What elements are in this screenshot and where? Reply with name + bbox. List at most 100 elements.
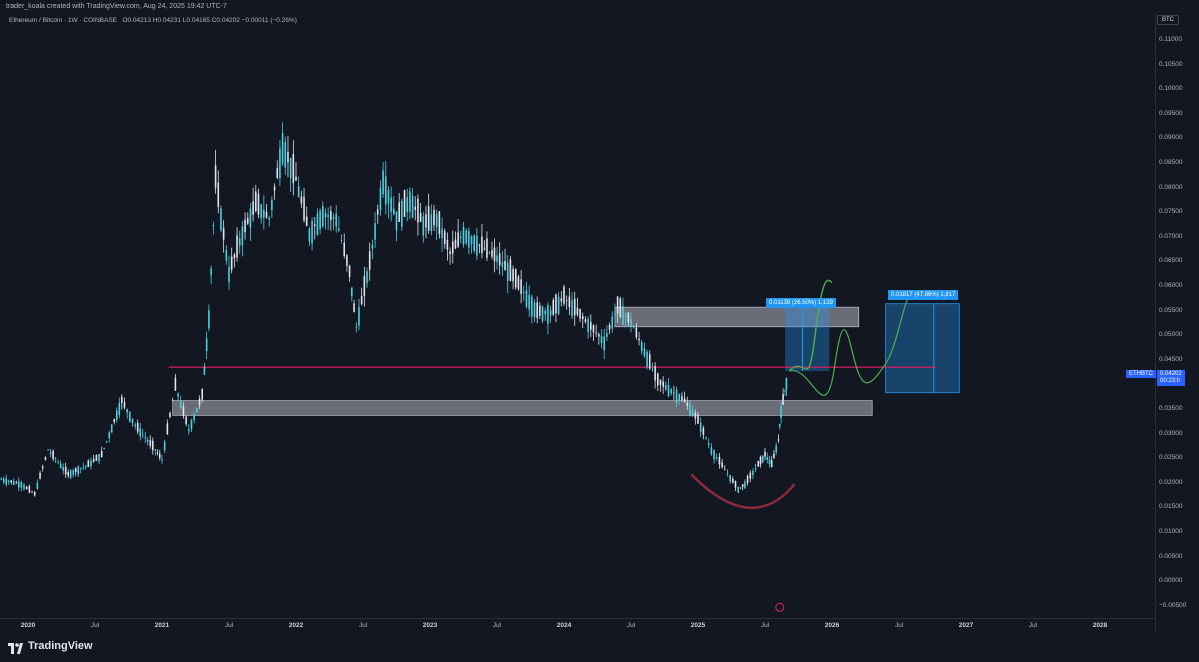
candle-body	[686, 402, 689, 406]
price-axis[interactable]	[1156, 13, 1199, 631]
candle-body	[64, 466, 67, 475]
candle-body	[363, 276, 366, 296]
candle-body	[506, 262, 509, 282]
candle-body	[557, 296, 560, 314]
candle-body	[105, 441, 108, 442]
price-tick: 0.09000	[1159, 134, 1183, 142]
candle-body	[662, 381, 664, 387]
price-tick: 0.08000	[1159, 183, 1183, 191]
candle-body	[697, 414, 699, 424]
candle-body	[69, 470, 72, 478]
time-tick-month: Jul	[626, 622, 636, 629]
candle-body	[754, 468, 757, 470]
candle-body	[193, 414, 195, 421]
candle-body	[501, 262, 504, 267]
candle-body	[72, 470, 75, 475]
candle-body	[108, 432, 111, 438]
candle-body	[217, 182, 220, 208]
candle-body	[201, 389, 203, 400]
candle-body	[295, 176, 297, 181]
symbol-description: Ethereum / Bitcoin · 1W · COINBASE	[9, 17, 118, 24]
candle-body	[273, 186, 276, 191]
candle-body	[638, 338, 640, 341]
price-tick: 0.10000	[1159, 85, 1183, 93]
candle-body	[308, 228, 311, 242]
candle-body	[136, 422, 139, 432]
candle-body	[454, 239, 457, 249]
candle-body	[281, 133, 284, 165]
candle-body	[346, 255, 348, 266]
price-tick: 0.01500	[1159, 503, 1183, 511]
candle-body	[316, 213, 319, 235]
candle-body	[441, 228, 443, 239]
candle-body	[74, 468, 77, 473]
candle-body	[734, 481, 737, 488]
price-tick: 0.02000	[1159, 478, 1183, 486]
candle-body	[657, 373, 659, 386]
time-tick-month: Jul	[224, 622, 234, 629]
candle-body	[324, 212, 327, 218]
candle-body	[512, 268, 514, 282]
candle-body	[244, 219, 246, 233]
candle-body	[360, 296, 363, 305]
candle-body	[414, 206, 417, 211]
candle-body	[683, 398, 686, 403]
candle-body	[451, 241, 454, 254]
candle-body	[395, 211, 398, 231]
candle-body	[25, 486, 28, 490]
time-tick-year: 2027	[958, 622, 974, 629]
chart-plot-area[interactable]	[0, 13, 1156, 631]
candle-body	[5, 478, 8, 485]
candle-body	[287, 152, 289, 163]
projection-curve-1	[788, 279, 833, 372]
candle-body	[113, 419, 116, 422]
tradingview-logo[interactable]: TradingView	[8, 640, 93, 654]
candle-body	[587, 318, 589, 333]
candle-body	[220, 208, 222, 231]
time-axis[interactable]	[0, 618, 1155, 633]
candle-body	[724, 469, 726, 471]
candle-body	[715, 457, 718, 459]
candlestick-chart[interactable]	[0, 13, 1155, 618]
candle-body	[768, 459, 771, 464]
candle-body	[390, 197, 392, 212]
candle-body	[348, 265, 351, 277]
candle-body	[297, 186, 300, 197]
currency-label[interactable]: BTC	[1157, 15, 1179, 25]
candle-body	[667, 384, 670, 396]
candle-body	[552, 299, 555, 315]
candle-body	[335, 213, 337, 227]
last-price-tag: 0.04202 00:23:h	[1157, 370, 1185, 386]
candle-body	[79, 467, 82, 469]
candle-body	[710, 447, 713, 455]
time-tick-year: 2021	[154, 622, 170, 629]
candle-body	[595, 332, 597, 334]
candle-body	[163, 441, 166, 451]
candle-body	[465, 230, 467, 244]
candle-body	[39, 472, 41, 479]
candle-body	[289, 157, 292, 178]
chart-symbol-legend[interactable]: Ethereum / Bitcoin · 1W · COINBASE O0.04…	[9, 17, 297, 24]
candle-body	[590, 322, 592, 330]
measure-label-2[interactable]: 0.01817 (47.86%) 1,817	[888, 290, 959, 300]
candle-body	[744, 481, 746, 489]
candle-body	[785, 377, 788, 390]
candle-body	[775, 445, 777, 453]
symbol-price-tag: ETHBTC	[1126, 370, 1156, 378]
candle-body	[681, 396, 683, 401]
candle-body	[198, 398, 201, 405]
candle-body	[144, 437, 147, 439]
price-tick: 0.09500	[1159, 109, 1183, 117]
candle-body	[411, 195, 414, 218]
candle-body	[417, 198, 419, 223]
candle-body	[2, 478, 5, 483]
time-tick-month: Jul	[358, 622, 368, 629]
candle-body	[276, 168, 279, 178]
price-tick: 0.00500	[1159, 552, 1183, 560]
candle-body	[646, 351, 648, 367]
candle-body	[504, 260, 506, 271]
measure-label-1[interactable]: 0.01139 (26.50%) 1,139	[766, 298, 836, 308]
candle-body	[134, 424, 136, 427]
candle-body	[627, 312, 630, 323]
candle-body	[33, 491, 36, 496]
